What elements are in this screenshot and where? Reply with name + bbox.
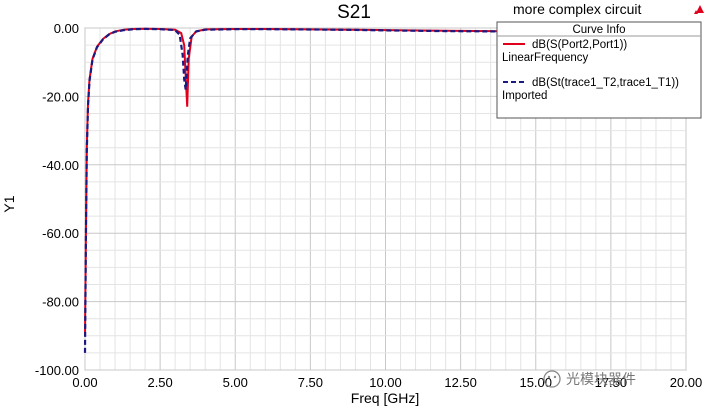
series-line-2 (83, 27, 687, 353)
watermark-text: 光模块器件 (566, 372, 636, 388)
warning-icon[interactable] (694, 5, 704, 14)
y-tick-label: -60.00 (42, 226, 79, 241)
x-tick-label: 20.00 (670, 375, 703, 390)
x-tick-label: 5.00 (223, 375, 248, 390)
x-axis-ticks: 0.00 2.50 5.00 7.50 10.00 12.50 15.00 17.50 20.0… (72, 375, 702, 390)
x-tick-label: 17.50 (595, 375, 628, 390)
x-tick-label: 7.50 (298, 375, 323, 390)
legend-label-1: dB(S(Port2,Port1)) (532, 39, 627, 51)
project-title: more complex circuit (513, 1, 641, 17)
chart-title: S21 (337, 2, 371, 23)
wechat-icon (543, 370, 561, 388)
y-axis-title: Y1 (1, 195, 17, 212)
x-axis-title: Freq [GHz] (351, 390, 419, 406)
x-tick-label: 0.00 (72, 375, 97, 390)
x-tick-label: 2.50 (147, 375, 172, 390)
legend-sublabel-2: Imported (502, 90, 547, 102)
legend-heading: Curve Info (572, 24, 625, 36)
legend-sublabel-1: LinearFrequency (502, 52, 589, 64)
y-tick-label: -40.00 (42, 158, 79, 173)
legend[interactable]: Curve Info dB(S(Port2,Port1))LinearFrequ… (496, 21, 702, 119)
y-tick-label: -20.00 (42, 89, 79, 104)
y-axis-ticks: 0.00 -20.00 -40.00 -60.00 -80.00 -100.00 (35, 21, 79, 378)
y-tick-label: -100.00 (35, 363, 79, 378)
legend-entries: dB(S(Port2,Port1))LinearFrequency dB(St(t… (502, 39, 679, 102)
legend-label-2: dB(St(trace1_T2,trace1_T1)) (532, 77, 679, 89)
x-tick-label: 12.50 (444, 375, 477, 390)
watermark: 光模块器件 (543, 370, 636, 388)
legend-box (496, 21, 702, 119)
x-tick-label: 15.00 (519, 375, 552, 390)
x-tick-label: 10.00 (369, 375, 402, 390)
series-layer (83, 27, 687, 353)
y-tick-label: 0.00 (54, 21, 79, 36)
y-tick-label: -80.00 (42, 295, 79, 310)
